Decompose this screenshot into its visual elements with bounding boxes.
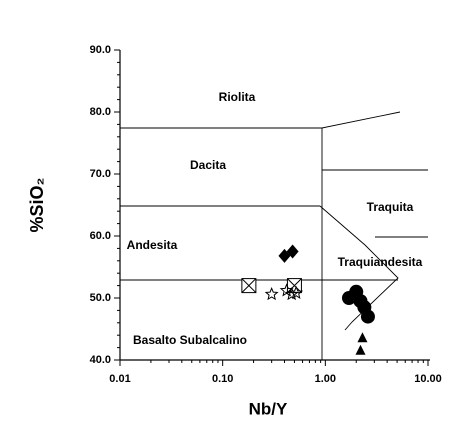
boundary bbox=[319, 205, 399, 331]
boxcross-point bbox=[241, 278, 257, 294]
field-boundaries bbox=[120, 111, 428, 360]
triangle-point bbox=[357, 332, 368, 343]
y-tick-label: 70.0 bbox=[90, 168, 111, 180]
region-label: Riolita bbox=[219, 90, 256, 104]
y-tick-label: 40.0 bbox=[90, 354, 111, 366]
region-label: Dacita bbox=[190, 158, 226, 172]
circle-point bbox=[360, 309, 375, 324]
y-axis-label: %SiO₂ bbox=[27, 177, 47, 232]
x-tick-label: 1.00 bbox=[315, 373, 336, 385]
region-label: Traquiandesita bbox=[338, 255, 423, 269]
star-point bbox=[289, 285, 304, 299]
cross bbox=[287, 278, 302, 293]
region-label: Basalto Subalcalino bbox=[133, 333, 247, 347]
star-point bbox=[264, 286, 279, 301]
y-tick-label: 50.0 bbox=[90, 292, 111, 304]
diamond-point bbox=[286, 244, 299, 259]
y-tick-label: 80.0 bbox=[90, 106, 111, 118]
region-label: Andesita bbox=[127, 238, 178, 252]
y-tick-label: 90.0 bbox=[90, 44, 111, 56]
x-tick-label: 0.10 bbox=[212, 373, 233, 385]
x-tick-label: 10.00 bbox=[414, 373, 442, 385]
cross bbox=[241, 278, 257, 293]
x-axis-label: Nb/Y bbox=[249, 399, 288, 418]
star-point bbox=[284, 286, 299, 301]
region-label: Traquita bbox=[367, 200, 414, 214]
x-tick-label: 0.01 bbox=[109, 373, 130, 385]
boundary bbox=[120, 111, 401, 129]
triangle-point bbox=[355, 344, 366, 355]
circle-point bbox=[346, 289, 361, 304]
y-tick-label: 60.0 bbox=[90, 230, 111, 242]
